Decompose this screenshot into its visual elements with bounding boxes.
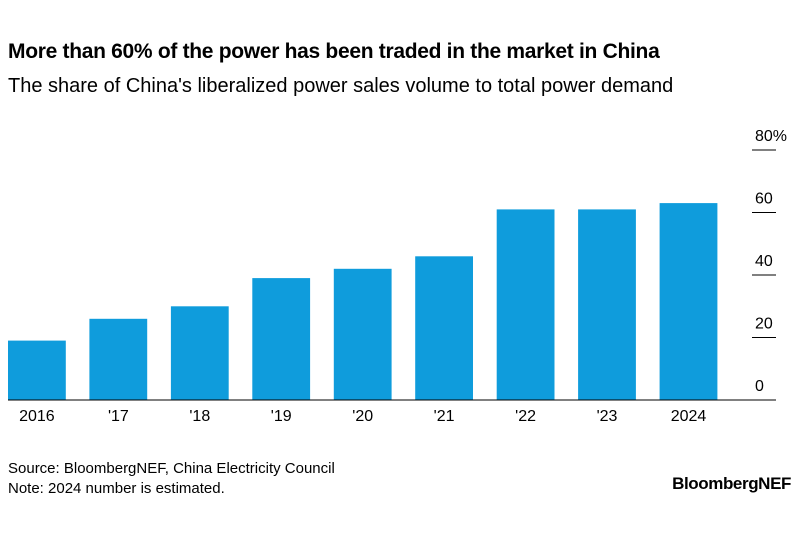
bar-6 <box>496 209 555 400</box>
chart-title: More than 60% of the power has been trad… <box>8 40 660 63</box>
y-tick-label: 0 <box>755 378 764 395</box>
bar-1 <box>89 318 148 401</box>
x-tick-label: '18 <box>189 408 210 425</box>
source-note: Source: BloombergNEF, China Electricity … <box>8 460 335 477</box>
bar-0 <box>8 340 66 400</box>
y-tick-label: 20 <box>755 316 773 333</box>
x-tick-label: '22 <box>515 408 536 425</box>
x-tick-label: '21 <box>434 408 455 425</box>
bars-group <box>8 203 718 401</box>
y-axis: 0 20 40 60 80% <box>752 128 787 395</box>
bar-5 <box>415 256 473 401</box>
y-tick-label: 40 <box>755 253 773 270</box>
x-tick-label: 2024 <box>671 408 707 425</box>
x-tick-labels: 2016 '17 '18 '19 '20 '21 '22 '23 2024 <box>19 408 706 425</box>
x-tick-label: '20 <box>352 408 373 425</box>
bar-2 <box>170 306 229 401</box>
x-tick-label: '17 <box>108 408 129 425</box>
bar-4 <box>333 268 392 401</box>
x-tick-label: '23 <box>597 408 618 425</box>
bar-8 <box>659 203 718 400</box>
bar-7 <box>578 209 636 400</box>
chart-subtitle: The share of China's liberalized power s… <box>8 75 674 97</box>
y-tick-label: 80% <box>755 128 787 145</box>
bar-3 <box>252 278 311 400</box>
x-tick-label: 2016 <box>19 408 55 425</box>
estimate-note: Note: 2024 number is estimated. <box>8 480 225 497</box>
y-tick-label: 60 <box>755 191 773 208</box>
x-tick-label: '19 <box>271 408 292 425</box>
brand-logo: BloombergNEF <box>672 474 791 493</box>
chart-footer: Source: BloombergNEF, China Electricity … <box>8 459 335 499</box>
